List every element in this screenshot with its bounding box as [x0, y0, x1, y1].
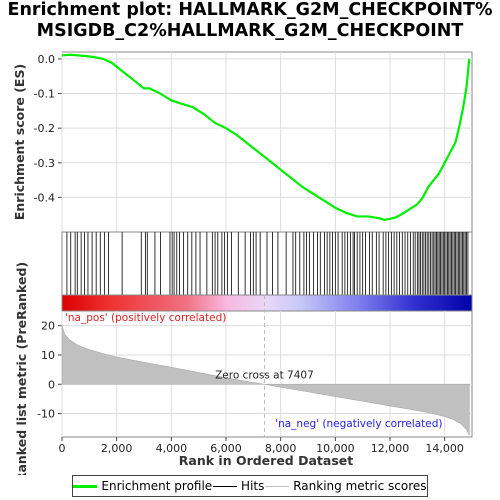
rank-ytick-label: 10 [41, 349, 55, 362]
ranking-panel: 20 10 0 -10 0 2,000 4,000 6,000 8,000 10,000 12,00… [37, 295, 473, 455]
neg-correlated-label: 'na_neg' (negatively correlated) [275, 418, 442, 430]
zero-cross-label: Zero cross at 7407 [215, 369, 314, 381]
legend-label-ranking: Ranking metric scores [293, 479, 427, 493]
rank-xtick-label: 4,000 [156, 442, 188, 455]
legend-swatch-ranking [265, 485, 290, 487]
rank-ytick-label: 20 [41, 320, 55, 333]
legend-label-enrichment: Enrichment profile [101, 479, 213, 493]
es-frame [61, 51, 473, 233]
ranking-metric-area [61, 325, 470, 436]
rank-xlabel: Rank in Ordered Dataset [179, 453, 353, 468]
legend-label-hits: Hits [241, 479, 265, 493]
rank-xtick-label: 6,000 [210, 442, 242, 455]
hits-panel [61, 231, 473, 296]
legend-item-hits: Hits [213, 479, 264, 493]
es-panel: 0.0 -0.1 -0.2 -0.3 -0.4 [34, 51, 473, 233]
es-ytick-label: -0.3 [34, 157, 55, 170]
es-line [61, 53, 471, 222]
enrichment-plot: 0.0 -0.1 -0.2 -0.3 -0.4 20 10 0 -10 0 2,000 4,000 6… [12, 51, 473, 475]
rank-xtick-label: 0 [59, 442, 66, 455]
title-line-1: Enrichment plot: HALLMARK_G2M_CHECKPOINT… [7, 0, 493, 20]
legend-swatch-hits [213, 485, 238, 487]
legend-swatch-enrichment [73, 484, 98, 488]
pos-correlated-label: 'na_pos' (positively correlated) [65, 312, 226, 324]
legend-item-enrichment: Enrichment profile [73, 479, 212, 493]
title-line-2: MSIGDB_C2%HALLMARK_G2M_CHECKPOINT [36, 21, 464, 41]
heatmap-bar [61, 294, 473, 312]
es-ytick-label: 0.0 [38, 53, 56, 66]
chart-title: Enrichment plot: HALLMARK_G2M_CHECKPOINT… [0, 0, 500, 42]
rank-ytick-label: -10 [37, 408, 55, 421]
rank-heatmap-bar [61, 294, 473, 312]
es-ytick-label: -0.1 [34, 88, 55, 101]
rank-xtick-label: 10,000 [316, 442, 355, 455]
es-ytick-label: -0.2 [34, 122, 55, 135]
legend-item-ranking: Ranking metric scores [265, 479, 427, 493]
rank-xtick-label: 2,000 [101, 442, 133, 455]
es-ylabel: Enrichment score (ES) [12, 64, 27, 220]
rank-ylabel: Ranked list metric (PreRanked) [14, 262, 29, 475]
es-ytick-label: -0.4 [34, 191, 55, 204]
rank-xtick-label: 8,000 [265, 442, 297, 455]
legend: Enrichment profile Hits Ranking metric s… [72, 475, 428, 497]
rank-ytick-label: 0 [48, 378, 55, 391]
rank-xtick-label: 12,000 [371, 442, 410, 455]
rank-xtick-label: 14,000 [425, 442, 464, 455]
